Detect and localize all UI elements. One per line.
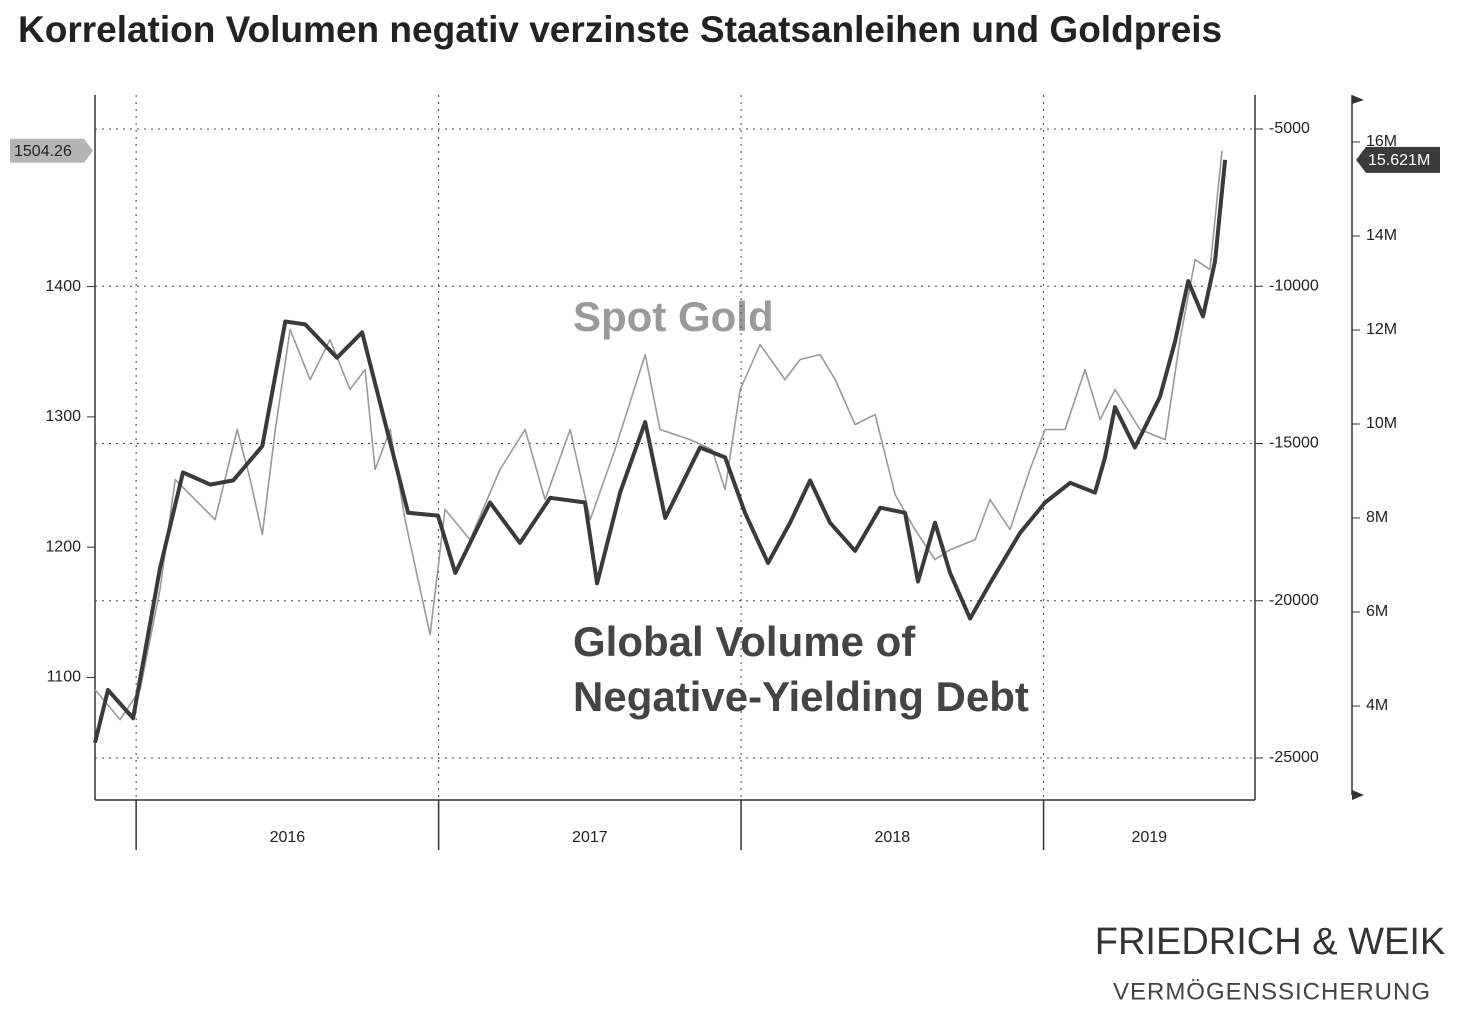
y2-tick-label: -15000 [1269, 435, 1319, 452]
value-flag-label: 15.621M [1368, 152, 1430, 169]
series-label: Spot Gold [573, 293, 774, 340]
y3-tick-label: 8M [1366, 509, 1388, 526]
y3-tick-label: 14M [1366, 227, 1397, 244]
y2-tick-label: -25000 [1269, 749, 1319, 766]
series-line [94, 150, 1223, 721]
chart-title: Korrelation Volumen negativ verzinste St… [18, 9, 1222, 50]
logo-name: FRIEDRICH & WEIK [1095, 921, 1445, 963]
value-flag [10, 138, 93, 163]
logo-tagline: VERMÖGENSSICHERUNG [1113, 978, 1431, 1005]
y-tick-label: 1100 [47, 669, 82, 686]
y3-tick-label: 12M [1366, 321, 1397, 338]
series-line [93, 159, 1228, 744]
series-label: Negative-Yielding Debt [573, 673, 1029, 720]
y-tick-label: 1200 [45, 538, 81, 555]
y-tick-label: 1300 [45, 408, 81, 425]
x-tick-label: 2016 [270, 829, 306, 846]
y2-tick-label: -20000 [1269, 592, 1319, 609]
axis-arrow [1352, 95, 1364, 800]
y3-tick-label: 4M [1366, 697, 1388, 714]
y3-tick-label: 6M [1366, 603, 1388, 620]
y3-tick-label: 10M [1366, 415, 1397, 432]
y2-tick-label: -10000 [1269, 277, 1319, 294]
y3-tick-label: 16M [1366, 133, 1397, 150]
x-tick-label: 2018 [875, 829, 911, 846]
x-tick-label: 2017 [572, 829, 608, 846]
series-label: Global Volume of [573, 618, 916, 665]
value-flag-label: 1504.26 [14, 143, 72, 160]
value-flag [1356, 146, 1440, 173]
y2-tick-label: -5000 [1269, 120, 1310, 137]
x-tick-label: 2019 [1131, 829, 1167, 846]
y-tick-label: 1400 [45, 278, 81, 295]
